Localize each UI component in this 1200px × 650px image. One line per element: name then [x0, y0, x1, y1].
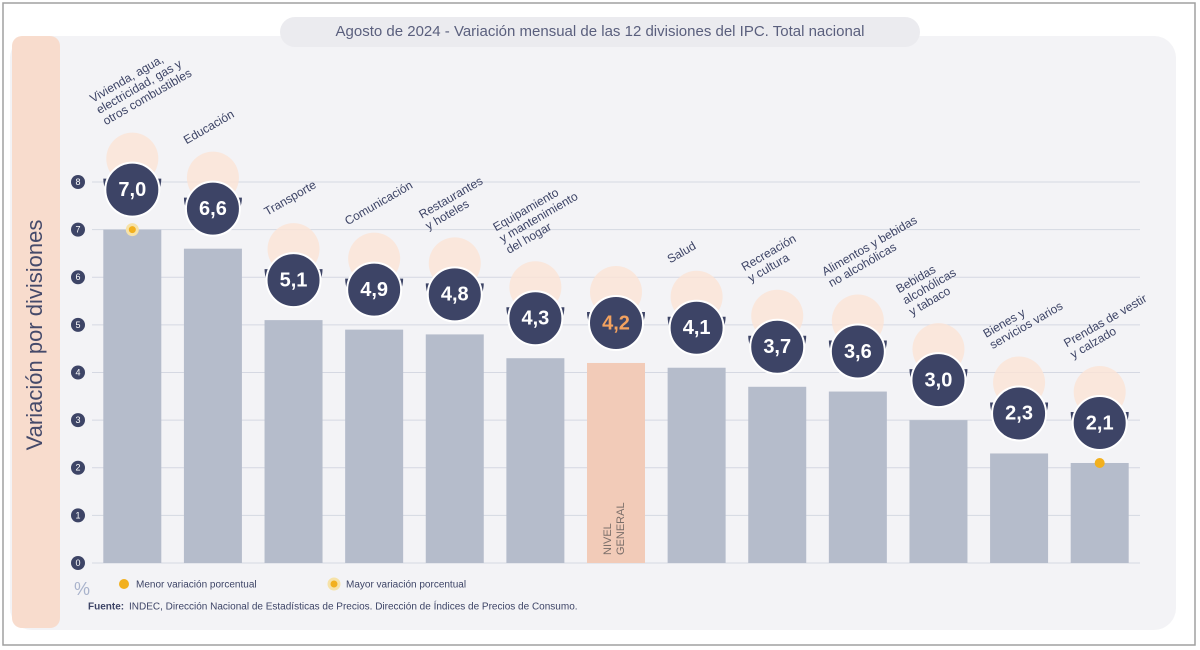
bar [345, 329, 404, 563]
bar [183, 248, 242, 564]
value-label: 4,9 [360, 279, 388, 301]
extreme-marker [1094, 457, 1105, 468]
bar [425, 334, 484, 563]
y-axis-label: Variación por divisiones [22, 220, 47, 451]
badge-circle [1071, 394, 1128, 451]
badge-circle [426, 266, 483, 323]
bar [990, 453, 1049, 563]
y-tick-badge [71, 508, 85, 523]
badge-circle [588, 294, 644, 351]
y-tick-label: 0 [75, 558, 80, 568]
badge-circle [749, 318, 806, 375]
source: INDEC, Dirección Nacional de Estadística… [129, 600, 578, 613]
badge-circle [184, 180, 241, 237]
legend-label: Menor variación porcentual [136, 580, 257, 591]
y-tick-label: 6 [75, 272, 80, 282]
y-tick-badge [71, 460, 85, 475]
value-label: 7,0 [118, 179, 146, 201]
value-label: 3,7 [763, 336, 791, 358]
y-tick-label: 7 [75, 225, 80, 235]
value-label: 2,3 [1005, 403, 1033, 425]
unit-label: % [74, 579, 90, 599]
value-label: 4,1 [683, 317, 711, 339]
value-label: 4,3 [521, 307, 549, 329]
badge-circle [265, 252, 322, 309]
bar [587, 362, 645, 563]
badge-circle [991, 385, 1048, 442]
y-tick-badge [71, 413, 85, 428]
y-tick-label: 8 [75, 177, 80, 187]
value-label: 4,2 [602, 312, 630, 334]
bar [264, 320, 323, 563]
badge-circle [829, 323, 886, 380]
bar [1070, 462, 1129, 563]
bar [667, 367, 726, 563]
badge-circle [346, 261, 403, 318]
title-pill [280, 17, 920, 47]
y-tick-label: 2 [75, 463, 80, 473]
value-label: 4,8 [441, 284, 469, 306]
bar [506, 358, 565, 563]
y-label-strip [12, 36, 60, 628]
value-label: 2,1 [1086, 412, 1114, 434]
value-label: 3,6 [844, 341, 872, 363]
legend-dot [119, 579, 129, 589]
badge-circle [104, 161, 161, 218]
y-tick-label: 4 [75, 367, 80, 377]
chart-title: Agosto de 2024 - Variación mensual de la… [336, 23, 865, 40]
y-tick-badge [71, 317, 85, 332]
y-tick-badge [71, 270, 85, 285]
category-label: GENERAL [615, 502, 627, 555]
y-tick-badge [71, 556, 85, 570]
category-label: NIVEL [602, 523, 614, 555]
y-tick-label: 5 [75, 320, 80, 330]
value-label: 5,1 [280, 269, 308, 291]
y-tick-badge [71, 222, 85, 237]
bar [748, 386, 807, 563]
bar [909, 420, 968, 563]
y-tick-label: 1 [75, 510, 80, 520]
source-label: Fuente: [88, 602, 124, 613]
bar [828, 391, 887, 563]
badge-circle [507, 290, 564, 347]
y-tick-badge [71, 365, 85, 380]
y-tick-badge [71, 175, 85, 189]
value-label: 6,6 [199, 198, 227, 220]
legend-label: Mayor variación porcentual [346, 580, 466, 591]
value-label: 3,0 [925, 369, 953, 391]
extreme-marker [125, 223, 139, 237]
y-tick-label: 3 [75, 415, 80, 425]
badge-circle [668, 299, 725, 356]
legend-dot [327, 577, 341, 591]
bar [103, 229, 162, 563]
badge-circle [910, 352, 967, 409]
